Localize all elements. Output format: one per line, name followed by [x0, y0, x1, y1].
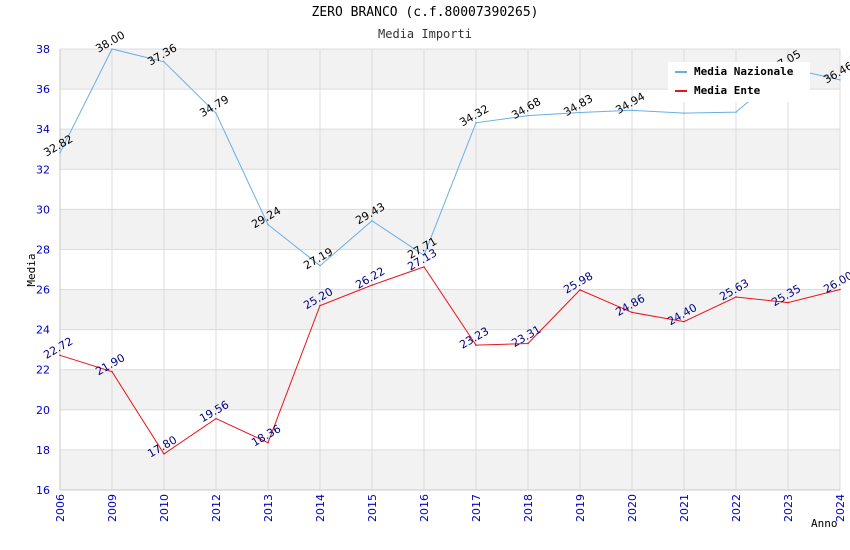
data-point-media-ente	[475, 344, 477, 346]
y-tick-label: 22	[36, 364, 50, 377]
series-line-media-ente	[59, 266, 841, 455]
background-band	[60, 129, 840, 170]
data-point-media-ente	[163, 453, 165, 455]
data-point-media-nazionale	[423, 254, 425, 257]
x-tick-label: 2022	[730, 494, 743, 522]
data-point-media-nazionale	[579, 111, 581, 114]
data-point-media-ente	[527, 342, 529, 345]
background-bands	[60, 49, 840, 490]
data-point-media-nazionale	[475, 121, 477, 124]
data-label-media-nazionale: 34.83	[561, 92, 595, 119]
data-point-media-nazionale	[111, 48, 113, 50]
data-point-media-ente	[631, 311, 633, 314]
data-point-media-ente	[371, 284, 373, 286]
x-tick-label: 2020	[626, 494, 639, 522]
legend: Media Nazionale Media Ente	[668, 62, 810, 102]
data-label-media-ente: 22.72	[41, 335, 75, 362]
x-tick-label: 2012	[210, 494, 223, 522]
data-point-media-ente	[267, 441, 269, 444]
y-tick-label: 26	[36, 284, 50, 297]
x-tick-label: 2010	[158, 494, 171, 522]
data-point-media-nazionale	[267, 223, 269, 226]
background-band	[60, 449, 840, 490]
y-axis-title: Media	[25, 253, 38, 286]
x-tick-label: 2018	[522, 494, 535, 522]
data-point-media-ente	[215, 417, 217, 420]
background-band	[60, 369, 840, 410]
x-axis-title: Anno	[811, 517, 838, 530]
data-point-media-nazionale	[735, 111, 737, 113]
data-point-media-ente	[735, 296, 737, 298]
data-point-media-nazionale	[59, 152, 61, 154]
x-tick-label: 2016	[418, 494, 431, 522]
series-line-media-nazionale	[59, 48, 841, 267]
y-tick-label: 16	[36, 484, 50, 497]
y-tick-label: 32	[36, 163, 50, 176]
data-label-media-nazionale: 34.32	[457, 102, 491, 129]
data-point-media-ente	[111, 370, 113, 373]
data-point-media-nazionale	[683, 112, 685, 114]
data-point-media-ente	[319, 304, 321, 307]
data-point-media-ente	[683, 320, 685, 323]
series-lines	[59, 48, 841, 455]
data-point-media-nazionale	[371, 219, 373, 222]
x-tick-label: 2013	[262, 494, 275, 522]
x-tick-label: 2014	[314, 494, 327, 522]
y-tick-label: 24	[36, 324, 50, 337]
data-point-media-nazionale	[839, 79, 841, 81]
gridlines	[59, 48, 841, 491]
data-point-media-nazionale	[163, 61, 165, 63]
chart-subtitle: Media Importi	[378, 27, 472, 41]
data-point-media-ente	[423, 266, 425, 268]
data-point-media-ente	[59, 354, 61, 357]
background-band	[60, 209, 840, 250]
x-tick-label: 2006	[54, 494, 67, 522]
data-point-media-ente	[579, 289, 581, 291]
data-label-media-nazionale: 34.94	[613, 90, 647, 117]
x-tick-label: 2024	[834, 494, 847, 522]
legend-box	[668, 62, 810, 102]
data-point-media-ente	[787, 301, 789, 304]
data-label-media-nazionale: 34.79	[197, 93, 231, 120]
data-point-media-nazionale	[527, 114, 529, 117]
x-tick-label: 2021	[678, 494, 691, 522]
data-label-media-nazionale: 34.68	[509, 95, 543, 122]
chart-title: ZERO BRANCO (c.f.80007390265)	[311, 5, 539, 20]
y-tick-label: 34	[36, 123, 50, 136]
data-point-media-nazionale	[215, 112, 217, 115]
y-tick-label: 28	[36, 243, 50, 256]
legend-label-media-ente: Media Ente	[694, 84, 761, 97]
data-label-media-ente: 26.22	[353, 265, 387, 292]
x-tick-label: 2017	[470, 494, 483, 522]
y-tick-label: 20	[36, 404, 50, 417]
x-tick-label: 2009	[106, 494, 119, 522]
y-tick-label: 18	[36, 444, 50, 457]
data-point-media-nazionale	[631, 109, 633, 112]
data-point-media-ente	[839, 288, 841, 291]
data-point-media-nazionale	[319, 264, 321, 267]
x-tick-labels: 2006 2009 2010 2012 2013 2014 2015 2016 2017 2018…	[54, 494, 847, 522]
legend-label-media-nazionale: Media Nazionale	[694, 65, 794, 78]
y-tick-label: 36	[36, 83, 50, 96]
x-tick-label: 2023	[782, 494, 795, 522]
y-tick-label: 30	[36, 203, 50, 216]
x-tick-label: 2015	[366, 494, 379, 522]
x-tick-label: 2019	[574, 494, 587, 522]
data-label-media-ente: 18.36	[249, 422, 283, 449]
y-tick-label: 38	[36, 43, 50, 56]
y-tick-labels: 16 18 20 22 24 26 28 30 32 34 36 38	[36, 43, 50, 497]
